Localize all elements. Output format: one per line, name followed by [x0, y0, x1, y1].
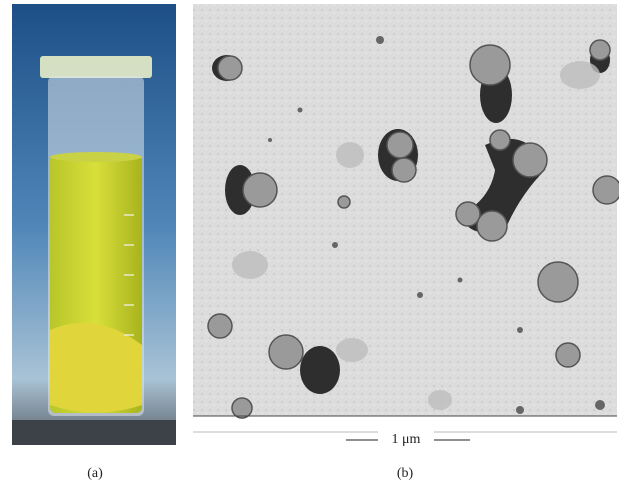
panel-a-photo	[12, 4, 176, 445]
scale-bar: 1 μm	[193, 430, 617, 450]
figure: 1 μm (a) (b)	[0, 0, 619, 491]
page: 1 μm (a) (b) (() => { const data = JSON.…	[0, 0, 619, 491]
panel-b-micrograph	[193, 4, 619, 418]
scale-bar-label: 1 μm	[392, 432, 421, 447]
panel-caption: (a)	[87, 466, 103, 481]
panel-caption: (b)	[397, 466, 414, 481]
